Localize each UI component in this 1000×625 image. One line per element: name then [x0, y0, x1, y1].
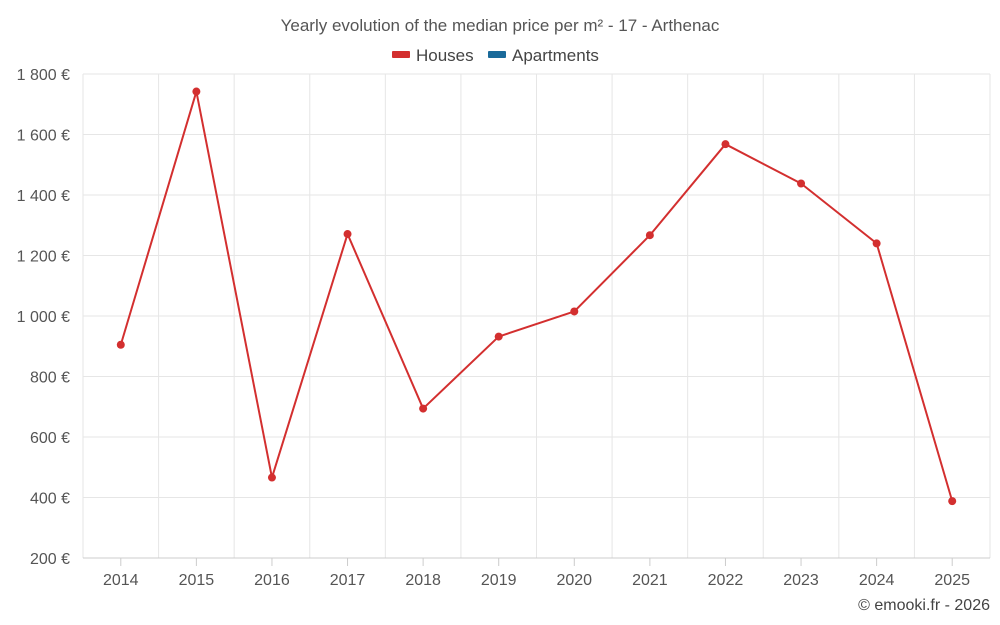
grid — [82, 73, 991, 558]
series-line-houses — [119, 90, 954, 502]
data-point[interactable] — [192, 87, 201, 96]
x-tick-label: 2025 — [934, 572, 970, 589]
chart-title: Yearly evolution of the median price per… — [281, 16, 720, 35]
y-tick-label: 400 € — [30, 491, 70, 508]
data-point[interactable] — [267, 473, 276, 482]
x-tick-label: 2024 — [859, 572, 895, 589]
x-tick-label: 2014 — [103, 572, 139, 589]
y-tick-label: 1 600 € — [17, 128, 70, 145]
data-point[interactable] — [721, 140, 730, 149]
legend-item-apartments[interactable]: Apartments — [488, 46, 599, 65]
data-point[interactable] — [872, 239, 881, 248]
y-tick-label: 1 400 € — [17, 188, 70, 205]
data-point[interactable] — [343, 230, 352, 239]
legend[interactable]: Houses Apartments — [392, 46, 599, 65]
series-houses — [116, 87, 957, 506]
y-tick-label: 1 200 € — [17, 249, 70, 266]
x-tick-label: 2018 — [405, 572, 441, 589]
data-point[interactable] — [570, 307, 579, 316]
x-tick-label: 2017 — [330, 572, 366, 589]
legend-swatch-apartments — [488, 51, 506, 58]
data-point[interactable] — [797, 179, 806, 188]
x-tick-label: 2023 — [783, 572, 819, 589]
y-tick-label: 800 € — [30, 370, 70, 387]
data-point[interactable] — [645, 231, 654, 240]
data-point[interactable] — [494, 332, 503, 341]
y-tick-label: 200 € — [30, 551, 70, 568]
x-tick-label: 2015 — [179, 572, 215, 589]
y-tick-label: 1 000 € — [17, 309, 70, 326]
credit-text: © emooki.fr - 2026 — [858, 597, 990, 614]
legend-item-houses[interactable]: Houses — [392, 46, 474, 65]
legend-label-apartments: Apartments — [512, 46, 599, 65]
data-point[interactable] — [948, 497, 957, 506]
y-tick-label: 600 € — [30, 430, 70, 447]
x-tick-label: 2019 — [481, 572, 517, 589]
x-tick-label: 2020 — [556, 572, 592, 589]
y-tick-label: 1 800 € — [17, 67, 70, 84]
x-tick-label: 2022 — [708, 572, 744, 589]
axes: 200 € 400 € 600 € 800 € 1 000 € 1 200 € 1 400 … — [17, 67, 990, 589]
legend-swatch-houses — [392, 51, 410, 58]
x-tick-label: 2021 — [632, 572, 668, 589]
legend-label-houses: Houses — [416, 46, 474, 65]
data-point[interactable] — [116, 340, 125, 349]
data-point[interactable] — [419, 404, 428, 413]
x-tick-label: 2016 — [254, 572, 290, 589]
